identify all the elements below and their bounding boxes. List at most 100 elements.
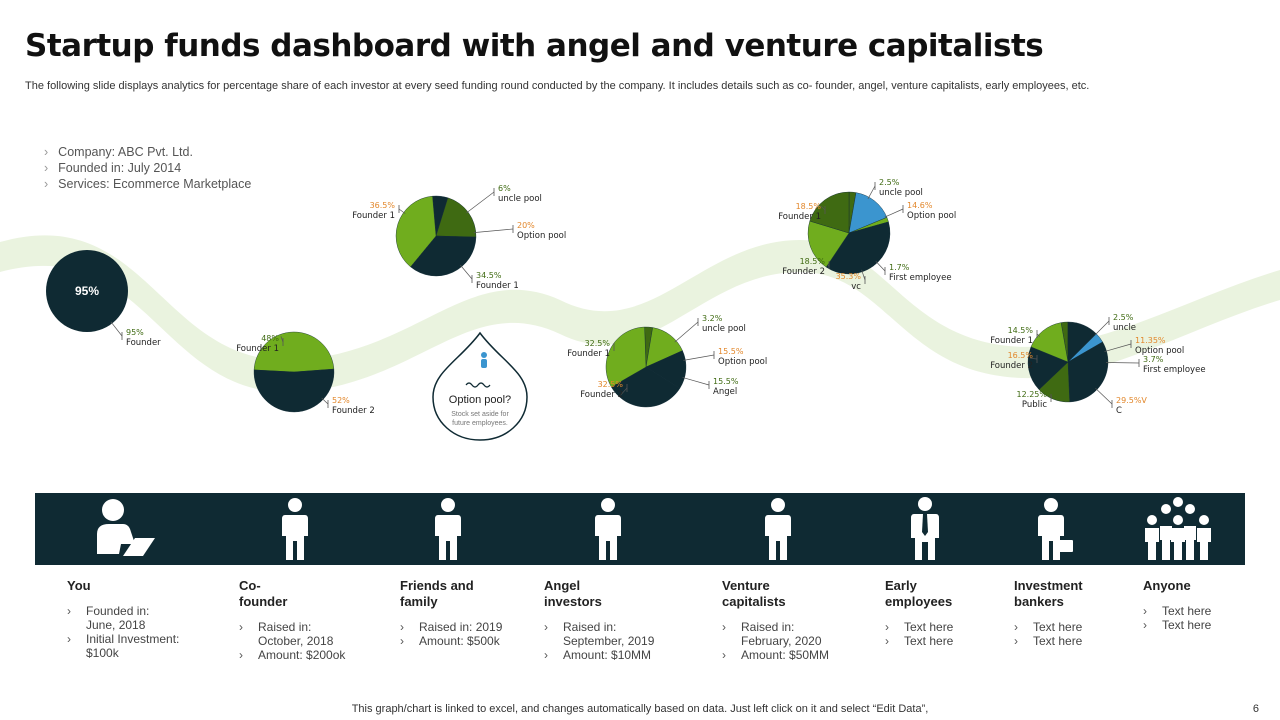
company-info: Company: ABC Pvt. Ltd. Founded in: July …	[44, 144, 251, 192]
data-label-value: 18.5%	[796, 202, 822, 211]
data-label-name: Founder	[126, 338, 161, 348]
data-label-value: 12.25%	[1016, 390, 1047, 399]
data-label-leader	[682, 377, 710, 386]
person-icon	[255, 496, 335, 562]
data-label-value: 3.7%	[1143, 355, 1164, 364]
data-label-leader	[1036, 333, 1041, 337]
investor-detail: Raised in: September, 2019	[544, 620, 714, 648]
investor-detail: Text here	[1143, 618, 1263, 632]
pie-chart-2: 48%Founder 1 52%Founder 2	[236, 331, 375, 416]
data-label-leader	[1030, 357, 1038, 360]
data-label-name: Founder 2	[990, 361, 1033, 371]
investor-column-early-employees: Early employees Text here Text here	[885, 578, 1055, 648]
data-label-leader	[867, 185, 876, 200]
data-label-name: Founder 1	[567, 349, 610, 359]
investor-detail: Initial Investment: $100k	[67, 632, 237, 660]
person-tie-icon	[885, 496, 965, 562]
data-label-value: 1.7%	[889, 263, 910, 272]
data-label-name: Founder 1	[990, 336, 1033, 346]
data-label-value: 20%	[517, 221, 535, 230]
data-label-leader	[1094, 320, 1110, 336]
investor-title: Friends and family	[400, 578, 474, 609]
investor-title: Angel investors	[544, 578, 602, 609]
option-pool-callout: Option pool? Stock set aside for future e…	[432, 331, 528, 441]
data-label-name: Option pool	[1135, 346, 1184, 356]
pie-slice	[395, 195, 437, 268]
data-label-value: 35.3%	[836, 272, 862, 281]
data-label-value: 36.5%	[370, 201, 396, 210]
data-label-value: 14.5%	[1008, 326, 1034, 335]
data-label-name: Founder 1	[778, 212, 821, 222]
data-label-name: First employee	[1143, 365, 1206, 375]
data-label-name: Option pool	[907, 211, 956, 221]
data-label-name: uncle	[1113, 323, 1136, 333]
investor-title: Anyone	[1143, 578, 1191, 593]
data-label-name: Founder 1	[236, 344, 279, 354]
pie-chart-1: 95%95%Founder	[46, 250, 161, 348]
person-laptop-icon	[83, 496, 163, 562]
data-label-name: First employee	[889, 273, 952, 283]
data-label-name: Founder 2	[782, 267, 825, 277]
data-label-value: 29.5%V	[1116, 396, 1147, 405]
investor-detail: Raised in: February, 2020	[722, 620, 892, 648]
investor-column-friends-family: Friends and family Raised in: 2019 Amoun…	[400, 578, 570, 648]
data-label-leader	[460, 264, 473, 280]
data-label-value: 11.35%	[1135, 336, 1166, 345]
data-label-name: Angel	[713, 387, 737, 397]
data-label-leader	[620, 387, 628, 396]
timeline-wave	[0, 235, 1280, 393]
pie-center-label: 95%	[75, 284, 99, 298]
pie-slice	[605, 326, 647, 388]
investor-title: Co- founder	[239, 578, 288, 609]
data-label-leader	[110, 321, 123, 337]
data-label-leader	[473, 228, 514, 233]
data-label-value: 34.5%	[476, 271, 502, 280]
data-label-name: vc	[851, 282, 861, 292]
option-pool-title: Option pool?	[449, 394, 511, 406]
data-label-value: 18.5%	[800, 257, 826, 266]
investor-title: Venture capitalists	[722, 578, 786, 609]
investor-detail: Raised in: October, 2018	[239, 620, 409, 648]
data-label-name: Option pool	[517, 231, 566, 241]
data-label-leader	[683, 354, 715, 361]
pie-slice	[46, 250, 128, 332]
data-label-name: C	[1116, 406, 1122, 416]
page-subtitle: The following slide displays analytics f…	[25, 80, 1090, 92]
data-label-name: Founder 2	[332, 406, 375, 416]
data-label-leader	[1105, 362, 1140, 364]
data-label-value: 52%	[332, 396, 350, 405]
data-label-leader	[398, 208, 406, 214]
data-label-value: 15.5%	[718, 347, 744, 356]
data-label-leader	[674, 321, 699, 343]
investor-detail: Raised in: 2019	[400, 620, 570, 634]
footer-note: This graph/chart is linked to excel, and…	[351, 703, 929, 715]
data-label-value: 15.5%	[713, 377, 739, 386]
person-icon	[408, 496, 488, 562]
data-label-name: Option pool	[718, 357, 767, 367]
data-label-value: 95%	[126, 328, 144, 337]
person-briefcase-icon	[1015, 496, 1095, 562]
pie-slice	[1067, 341, 1109, 403]
data-label-value: 48%	[261, 334, 279, 343]
pie-slice	[253, 331, 335, 373]
data-label-name: uncle pool	[498, 194, 542, 204]
investor-detail: Text here	[885, 620, 1055, 634]
page-title: Startup funds dashboard with angel and v…	[25, 28, 1044, 64]
data-label-leader	[884, 208, 904, 218]
investor-column-you: You Founded in: June, 2018 Initial Inves…	[67, 578, 237, 660]
page-number: 6	[1252, 703, 1259, 715]
drop-shape	[432, 331, 528, 441]
pie-slice	[435, 197, 477, 238]
investor-title: Investment bankers	[1014, 578, 1083, 609]
data-label-leader	[820, 205, 826, 211]
data-label-name: Founder 1	[352, 211, 395, 221]
company-info-item: Services: Ecommerce Marketplace	[44, 176, 251, 192]
investor-detail: Amount: $200ok	[239, 648, 409, 662]
data-label-value: 32.5%	[598, 380, 624, 389]
person-icon	[481, 352, 487, 368]
investor-column-angel: Angel investors Raised in: September, 20…	[544, 578, 714, 662]
pie-slice	[809, 191, 850, 234]
